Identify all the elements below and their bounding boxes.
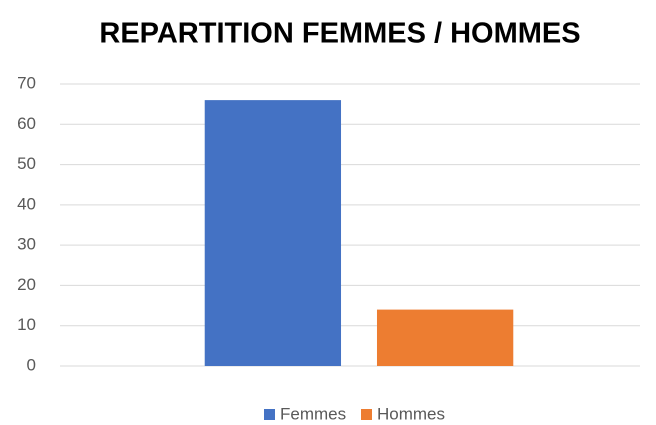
bar bbox=[204, 100, 342, 366]
chart-title: REPARTITION FEMMES / HOMMES bbox=[99, 18, 580, 50]
y-tick-label: 40 bbox=[17, 194, 36, 213]
legend-label: Hommes bbox=[377, 404, 445, 423]
y-tick-label: 20 bbox=[17, 275, 36, 294]
legend-swatch bbox=[361, 409, 372, 420]
legend-swatch bbox=[264, 409, 275, 420]
y-tick-label: 30 bbox=[17, 235, 36, 254]
y-tick-label: 10 bbox=[17, 315, 36, 334]
legend-label: Femmes bbox=[280, 404, 346, 423]
y-tick-label: 0 bbox=[27, 355, 36, 374]
y-tick-label: 60 bbox=[17, 114, 36, 133]
bar bbox=[376, 309, 514, 366]
y-tick-label: 70 bbox=[17, 73, 36, 92]
y-tick-label: 50 bbox=[17, 154, 36, 173]
